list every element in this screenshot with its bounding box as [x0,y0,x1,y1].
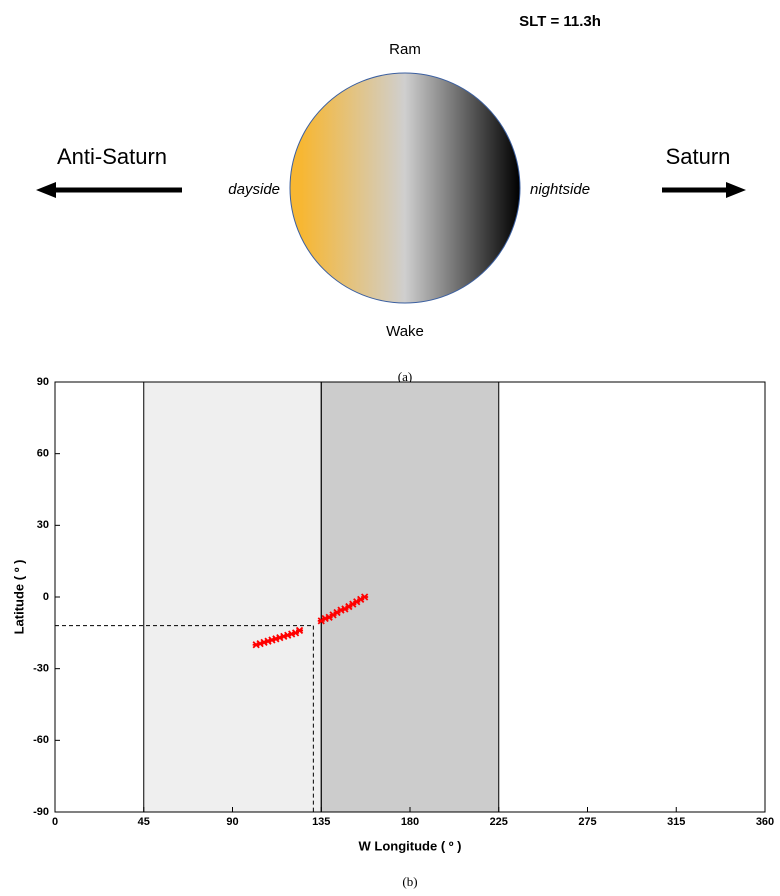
y-tick-label: -90 [33,806,49,818]
region [143,382,322,812]
y-tick-label: 90 [37,376,49,388]
y-tick-label: 30 [37,519,49,531]
wake-label: Wake [386,323,424,340]
caption-a: (a) [398,369,412,384]
y-tick-label: -60 [33,734,49,746]
arrow-left-head [36,182,56,198]
x-tick-label: 135 [312,816,330,828]
ram-label: Ram [389,41,421,58]
slt-label: SLT = 11.3h [519,13,601,30]
y-tick-label: -30 [33,663,49,675]
x-tick-label: 180 [401,816,419,828]
region [321,382,499,812]
y-axis-label: Latitude ( º ) [11,560,26,635]
y-tick-label: 60 [37,448,49,460]
x-tick-label: 275 [578,816,596,828]
anti-saturn-label: Anti-Saturn [57,144,167,169]
x-tick-label: 90 [226,816,238,828]
x-tick-label: 225 [490,816,508,828]
dayside-label: dayside [228,181,280,198]
x-tick-label: 315 [667,816,685,828]
saturn-label: Saturn [666,144,731,169]
x-tick-label: 45 [138,816,150,828]
caption-b: (b) [402,874,417,889]
x-axis-label: W Longitude ( º ) [359,838,462,853]
moon-disk [289,72,521,304]
x-tick-label: 360 [756,816,774,828]
arrow-right-head [726,182,746,198]
data-point [361,593,369,601]
x-tick-label: 0 [52,816,58,828]
data-point [295,626,304,635]
nightside-label: nightside [530,181,590,198]
plot: 0 45 90 135 180 225 275 315 360 -90 -60 -30 0 30 60 90 [33,376,774,828]
y-tick-label: 0 [43,591,49,603]
